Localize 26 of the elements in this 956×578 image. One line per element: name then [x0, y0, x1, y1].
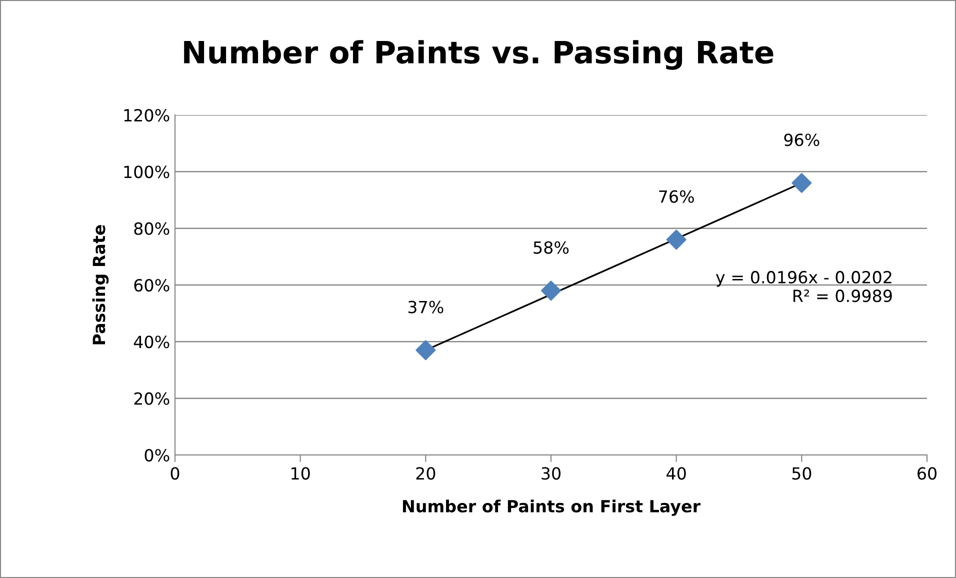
y-tick-label: 120%: [124, 108, 170, 122]
data-label: 58%: [534, 241, 569, 254]
y-tick-label: 20%: [134, 392, 170, 405]
y-tick-label: 80%: [134, 222, 170, 235]
point: [416, 340, 436, 360]
data-label: 96%: [784, 134, 820, 146]
y-axis-title: Passing Rate: [92, 225, 109, 344]
y-tick-label: 0%: [144, 448, 170, 462]
x-tick-label: 30: [542, 467, 560, 480]
x-tick-label: 0: [170, 467, 180, 480]
y-tick-label: 40%: [134, 336, 170, 348]
y-tick-label: 100%: [124, 166, 170, 178]
y-tick-label: 60%: [134, 278, 170, 292]
point: [666, 230, 686, 250]
annotation: y = 0.0196x - 0.0202 R² = 0.9989: [716, 270, 892, 302]
point: [540, 280, 562, 301]
x-tick-label: 50: [792, 467, 812, 480]
chart-title: Number of Paints vs. Passing Rate: [184, 40, 774, 70]
data-label: 76%: [659, 190, 694, 203]
x-tick-label: 40: [666, 467, 686, 480]
x-axis-title: Number of Paints on First Layer: [402, 500, 700, 516]
data-label: 37%: [408, 300, 444, 314]
point: [792, 172, 812, 194]
x-tick-label: 10: [292, 467, 310, 480]
x-tick-label: 20: [416, 467, 436, 480]
x-tick-label: 60: [918, 467, 936, 480]
